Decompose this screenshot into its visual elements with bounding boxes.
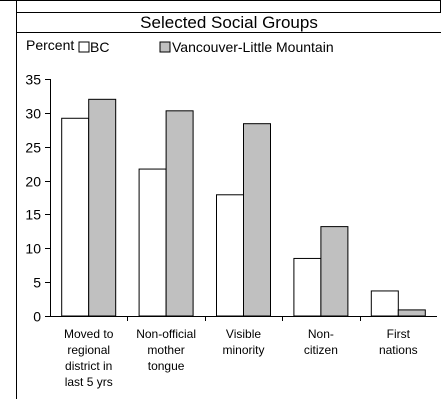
y-tick-label: 35 — [25, 72, 41, 88]
legend-label-bc: BC — [90, 39, 109, 55]
y-tick-label: 30 — [25, 106, 41, 122]
y-tick-label: 5 — [33, 275, 41, 291]
x-tick-label: First nations — [379, 327, 418, 357]
x-tick-label: Moved to regional district in last 5 yrs — [64, 327, 114, 389]
y-tick-label: 25 — [25, 140, 41, 156]
y-tick-label: 15 — [25, 207, 41, 223]
bar-vancouver-little-mountain — [320, 226, 349, 317]
chart-title: Selected Social Groups — [140, 13, 318, 32]
bar-bc — [370, 290, 399, 317]
bar-bc — [293, 257, 322, 317]
x-axis: Moved to regional district in last 5 yrs Non… — [50, 316, 437, 389]
bars — [61, 98, 426, 317]
bar-vancouver-little-mountain — [165, 110, 194, 317]
y-axis: 0 5 10 15 20 25 30 35 — [25, 72, 51, 325]
bar-bc — [61, 117, 90, 317]
bar-vancouver-little-mountain — [88, 98, 117, 317]
x-tick-label: Non-official mother tongue — [136, 327, 196, 373]
bar-bc — [138, 168, 167, 317]
bar-vancouver-little-mountain — [243, 123, 271, 317]
x-tick-label: Non-citizen — [304, 327, 338, 357]
y-axis-label: Percent — [26, 37, 74, 53]
y-tick-label: 0 — [33, 309, 41, 325]
legend: BC Vancouver-Little Mountain — [78, 39, 334, 55]
legend-swatch-vancouver — [159, 41, 171, 53]
legend-swatch-bc — [78, 41, 90, 53]
bar-bc — [216, 194, 244, 317]
y-tick-label: 20 — [25, 174, 41, 190]
y-tick-label: 10 — [25, 241, 41, 257]
x-tick-label: Visible minority — [222, 327, 264, 357]
bar-vancouver-little-mountain — [397, 309, 426, 317]
legend-label-vancouver: Vancouver-Little Mountain — [172, 39, 334, 55]
